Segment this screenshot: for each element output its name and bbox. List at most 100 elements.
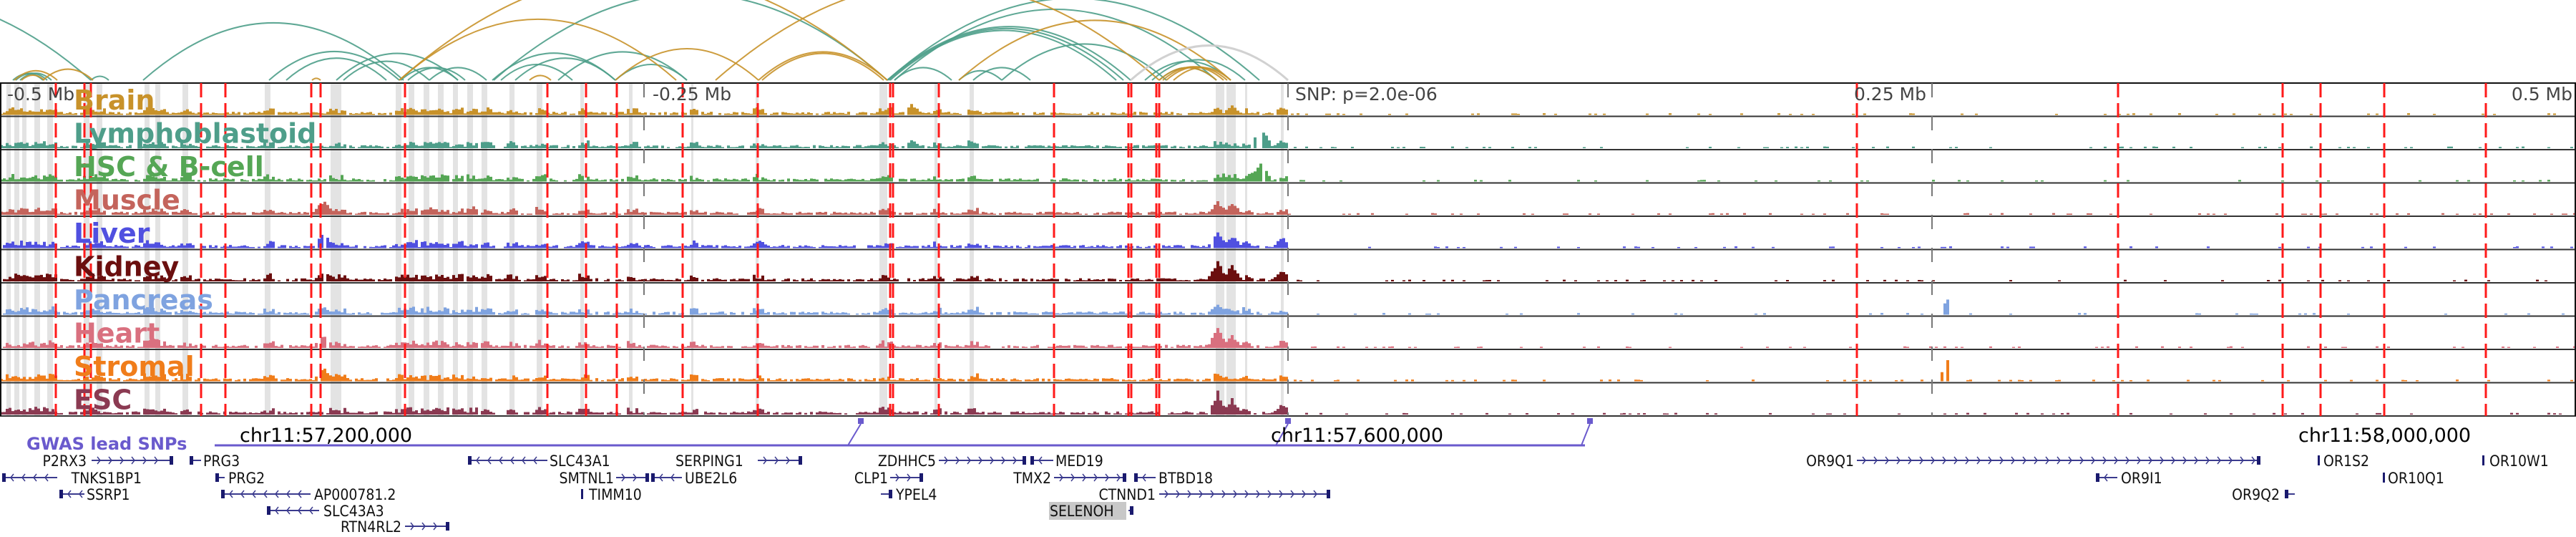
chr-position-label: chr11:57,200,000 <box>240 425 412 447</box>
strand-arrow-left-icon <box>522 456 526 465</box>
gene-label: SELENOH <box>1050 503 1114 520</box>
gene-label: RTN4RL2 <box>341 518 401 536</box>
axis-tick-label: 0.25 Mb <box>1854 84 1926 105</box>
gene-p2rx3: P2RX3 <box>43 453 173 470</box>
gene-label: SSRP1 <box>87 486 130 503</box>
track-label-stromal: Stromal <box>74 351 195 382</box>
strand-arrow-right-icon <box>1070 473 1075 482</box>
gwas-snp-marker <box>1587 418 1593 424</box>
gene-label: CTNND1 <box>1098 486 1156 503</box>
loop-arc <box>715 0 1160 81</box>
exon-block <box>799 456 802 465</box>
strand-arrow-right-icon <box>1244 490 1249 498</box>
strand-arrow-right-icon <box>990 456 994 465</box>
gene-ssrp1: SSRP1 <box>59 486 130 503</box>
strand-arrow-right-icon <box>2182 456 2187 465</box>
loop-arc <box>42 68 94 81</box>
strand-arrow-right-icon <box>2228 456 2233 465</box>
gwas-snp-connector <box>1581 423 1591 446</box>
signal-track-0 <box>0 104 2556 115</box>
strand-arrow-right-icon <box>2068 456 2072 465</box>
exon-block <box>1134 473 1138 482</box>
strand-arrow-left-icon <box>33 473 37 482</box>
signal-track-5 <box>3 261 2547 281</box>
gene-label: CLP1 <box>854 470 888 487</box>
exon-block <box>1327 490 1330 498</box>
signal-track-4 <box>3 232 2573 248</box>
strand-arrow-right-icon <box>1221 490 1226 498</box>
strand-arrow-right-icon <box>944 456 948 465</box>
exon-block <box>2096 473 2099 482</box>
strand-arrow-right-icon <box>119 456 124 465</box>
loop-arc <box>19 72 52 81</box>
strand-arrow-right-icon <box>1873 456 1878 465</box>
gene-label: SLC43A1 <box>550 453 610 470</box>
exon-block <box>2257 456 2260 465</box>
strand-arrow-left-icon <box>476 456 480 465</box>
strand-arrow-right-icon <box>1965 456 1969 465</box>
gene-label: OR9Q2 <box>2232 486 2280 503</box>
strand-arrow-right-icon <box>433 522 437 531</box>
strand-arrow-right-icon <box>633 473 637 482</box>
strand-arrow-right-icon <box>955 456 960 465</box>
strand-arrow-left-icon <box>67 490 72 498</box>
loop-arc <box>14 69 58 81</box>
strand-arrow-right-icon <box>2011 456 2015 465</box>
strand-arrow-right-icon <box>1279 490 1283 498</box>
strand-arrow-left-icon <box>240 490 245 498</box>
strand-arrow-right-icon <box>2125 456 2129 465</box>
gene-ube2l6: UBE2L6 <box>651 470 737 487</box>
loop-arc <box>958 19 1231 81</box>
strand-arrow-right-icon <box>1001 456 1005 465</box>
strand-arrow-right-icon <box>1256 490 1260 498</box>
gwas-snp-marker <box>1285 418 1291 424</box>
strand-arrow-right-icon <box>1908 456 1912 465</box>
signal-track-9 <box>0 390 2562 415</box>
gene-label: TNKS1BP1 <box>71 470 142 487</box>
gene-label: SMTNL1 <box>559 470 614 487</box>
strand-arrow-right-icon <box>1164 490 1169 498</box>
strand-arrow-left-icon <box>298 506 302 515</box>
exon-block <box>889 490 892 498</box>
strand-arrow-right-icon <box>1187 490 1191 498</box>
strand-arrow-left-icon <box>499 456 503 465</box>
gene-highlight-background <box>1049 502 1126 520</box>
strand-arrow-right-icon <box>1059 473 1063 482</box>
strand-arrow-left-icon <box>10 473 14 482</box>
gene-rtn4rl2: RTN4RL2 <box>341 518 449 536</box>
gene-tmx2: TMX2 <box>1013 470 1126 487</box>
gene-label: YPEL4 <box>895 486 937 503</box>
strand-arrow-right-icon <box>2205 456 2210 465</box>
gene-ap000781-2: AP000781.2 <box>221 486 396 503</box>
gene-label: OR10Q1 <box>2388 470 2444 487</box>
exon-block <box>1123 473 1126 482</box>
exon-block <box>468 456 472 465</box>
loop-arc <box>407 67 466 81</box>
strand-arrow-right-icon <box>2251 456 2255 465</box>
strand-arrow-left-icon <box>298 490 302 498</box>
strand-arrow-right-icon <box>154 456 158 465</box>
gene-or10q1: OR10Q1 <box>2383 470 2444 487</box>
exon-block <box>1030 456 1034 465</box>
strand-arrow-right-icon <box>1093 473 1098 482</box>
gene-zdhhc5: ZDHHC5 <box>878 453 1026 470</box>
exon-block <box>215 473 219 482</box>
gene-label: PRG2 <box>228 470 265 487</box>
loop-arc <box>429 67 487 81</box>
gene-label: SLC43A3 <box>323 503 384 520</box>
chr-position-label: chr11:57,600,000 <box>1271 425 1443 447</box>
exon-block <box>1023 456 1026 465</box>
loop-arc <box>399 18 677 81</box>
signal-tracks <box>0 104 2576 415</box>
strand-arrow-right-icon <box>421 522 426 531</box>
exon-block <box>190 456 193 465</box>
strand-arrow-left-icon <box>275 506 279 515</box>
loop-arc <box>399 0 888 81</box>
variant-markers <box>54 83 2487 416</box>
strand-arrow-right-icon <box>410 522 414 531</box>
gene-prg3: PRG3 <box>190 453 240 470</box>
chr-position-label: chr11:58,000,000 <box>2298 425 2471 447</box>
